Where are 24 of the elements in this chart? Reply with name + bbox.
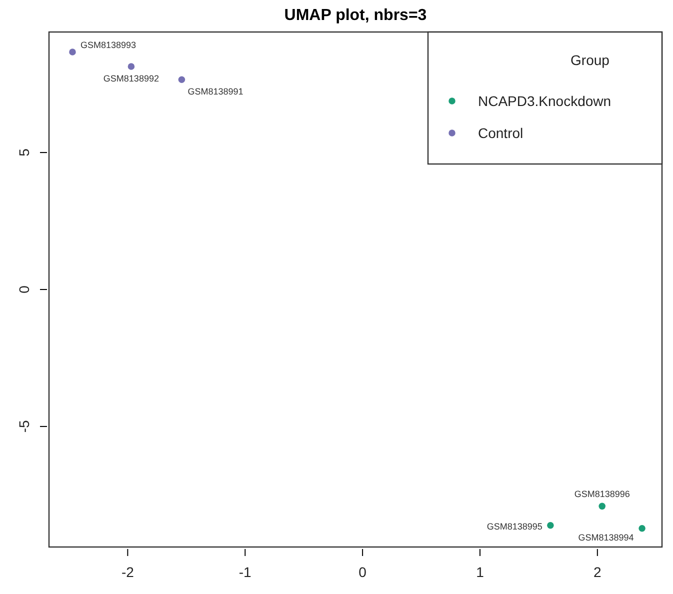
chart-title: UMAP plot, nbrs=3 xyxy=(284,7,427,24)
legend-title: Group xyxy=(570,52,610,68)
annotation: GSM8138991 xyxy=(188,86,244,97)
x-tick-label: -1 xyxy=(238,564,252,580)
annotation: GSM8138995 xyxy=(486,521,542,532)
y-tick-label: 5 xyxy=(16,148,32,156)
annotation: GSM8138992 xyxy=(103,74,159,84)
point xyxy=(638,524,646,532)
point xyxy=(178,76,186,84)
point xyxy=(128,63,135,70)
x-tick-label: -2 xyxy=(121,564,134,580)
annotation: GSM8138993 xyxy=(80,40,136,50)
y-tick-label: 0 xyxy=(16,285,32,294)
x-tick-label: 2 xyxy=(594,564,602,580)
x-tick-label: 0 xyxy=(358,564,367,580)
y-tick-label: -5 xyxy=(16,420,32,433)
point xyxy=(547,522,554,529)
legend-label: NCAPD3.Knockdown xyxy=(478,93,612,109)
point xyxy=(598,502,606,510)
annotation: GSM8138994 xyxy=(578,532,634,542)
point xyxy=(69,48,76,56)
annotation: GSM8138996 xyxy=(574,489,630,500)
legend-label: Control xyxy=(478,125,524,141)
x-tick-label: 1 xyxy=(476,564,484,580)
